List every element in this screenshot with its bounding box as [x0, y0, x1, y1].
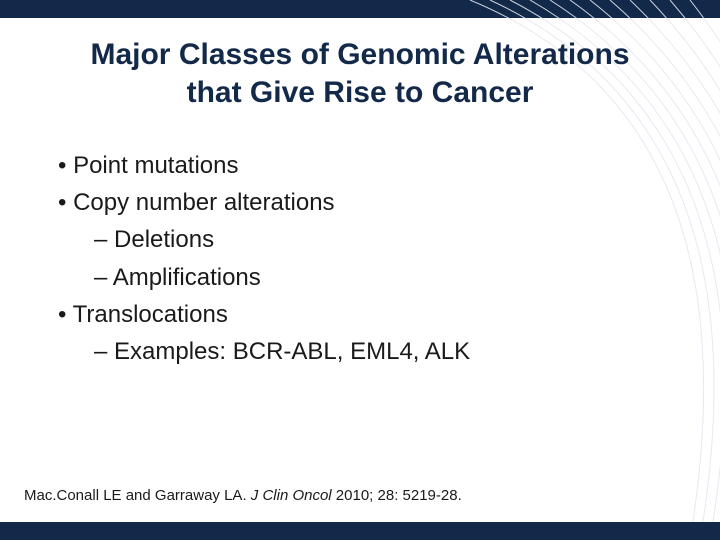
top-bar	[0, 0, 720, 18]
bullet-list: Point mutations Copy number alterations …	[50, 147, 670, 370]
citation: Mac.Conall LE and Garraway LA. J Clin On…	[24, 487, 462, 504]
bullet-l2: Examples: BCR-ABL, EML4, ALK	[58, 333, 670, 370]
bullet-l1: Copy number alterations	[58, 184, 670, 221]
bullet-l2: Amplifications	[58, 259, 670, 296]
bottom-bar	[0, 522, 720, 540]
bullet-text: Point mutations	[73, 152, 238, 179]
citation-rest: 2010; 28: 5219-28.	[332, 487, 462, 504]
slide-title: Major Classes of Genomic Alterations tha…	[50, 36, 670, 111]
slide-content: Major Classes of Genomic Alterations tha…	[0, 18, 720, 370]
bullet-text: Amplifications	[113, 264, 261, 291]
bullet-text: Translocations	[73, 301, 228, 328]
bullet-l1: Translocations	[58, 296, 670, 333]
bullet-text: Deletions	[114, 226, 214, 253]
citation-journal: J Clin Oncol	[251, 487, 332, 504]
bullet-text: Examples: BCR-ABL, EML4, ALK	[114, 338, 470, 365]
bullet-l1: Point mutations	[58, 147, 670, 184]
bullet-l2: Deletions	[58, 221, 670, 258]
bullet-text: Copy number alterations	[73, 189, 334, 216]
citation-authors: Mac.Conall LE and Garraway LA.	[24, 487, 251, 504]
